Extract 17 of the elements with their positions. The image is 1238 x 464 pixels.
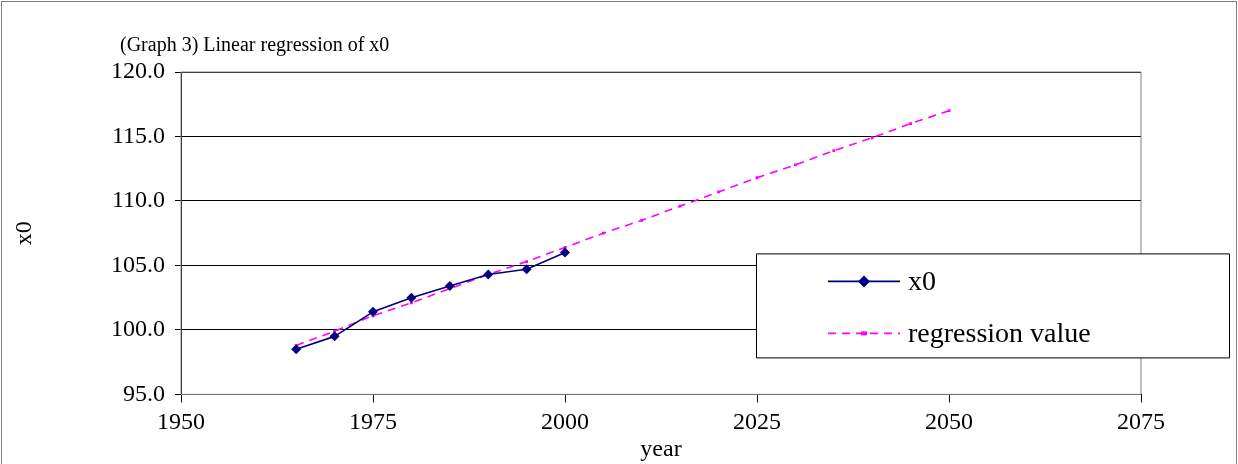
- y-tick-label: 95.0: [123, 379, 165, 406]
- x-tick-label: 2000: [541, 408, 589, 435]
- x-axis-title: year: [640, 434, 682, 461]
- legend-label: x0: [908, 264, 936, 296]
- y-axis-title: x0: [9, 221, 36, 246]
- y-tick-label: 105.0: [111, 250, 165, 277]
- x-tick-label: 1950: [157, 408, 205, 435]
- y-tick-label: 120.0: [111, 57, 165, 84]
- chart-title: (Graph 3) Linear regression of x0: [120, 33, 390, 57]
- x-tick-label: 2075: [1117, 408, 1165, 435]
- x-tick-label: 1975: [349, 408, 397, 435]
- y-tick-label: 110.0: [111, 186, 165, 213]
- x-tick-label: 2025: [733, 408, 781, 435]
- y-tick-label: 115.0: [111, 121, 165, 148]
- y-tick-label: 100.0: [111, 315, 165, 342]
- legend-label: regression value: [908, 316, 1091, 348]
- x-tick-label: 2050: [925, 408, 973, 435]
